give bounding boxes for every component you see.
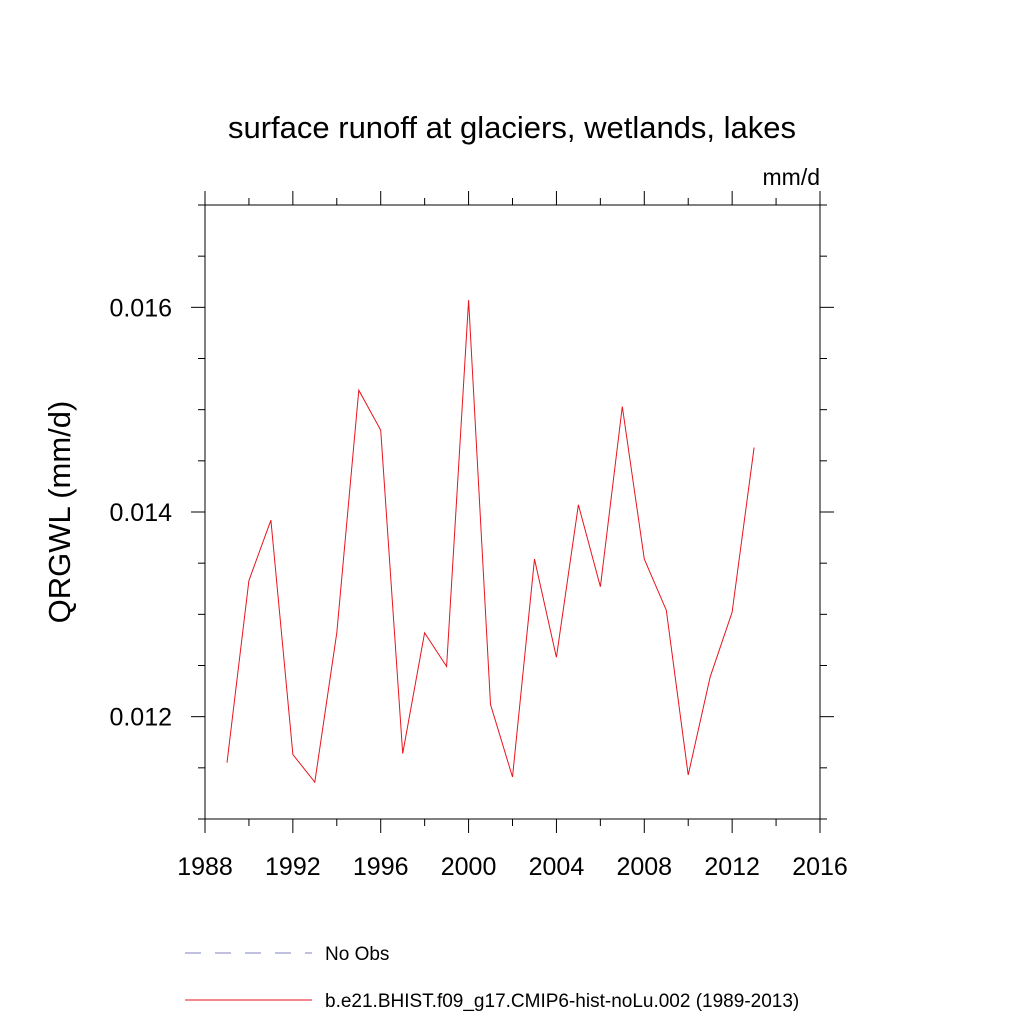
legend-label: No Obs	[325, 944, 389, 965]
x-tick-label: 2000	[441, 853, 497, 881]
x-tick-label: 1992	[265, 853, 321, 881]
units-label: mm/d	[763, 164, 821, 190]
y-tick-label: 0.014	[109, 499, 172, 527]
y-axis-label: QRGWL (mm/d)	[42, 401, 77, 624]
axis-ticks	[191, 191, 834, 833]
x-tick-label: 2004	[529, 853, 585, 881]
plot-frame	[204, 204, 821, 820]
x-tick-label: 1996	[353, 853, 409, 881]
x-tick-label: 1988	[177, 853, 233, 881]
legend-label: b.e21.BHIST.f09_g17.CMIP6-hist-noLu.002 …	[325, 991, 799, 1012]
legend: No Obs b.e21.BHIST.f09_g17.CMIP6-hist-noL…	[185, 944, 799, 1012]
x-tick-label: 2012	[704, 853, 760, 881]
tick-labels: 1988 1992 1996 2000 2004 2008 2012 2016 0.012 0.0…	[109, 294, 847, 881]
series-line	[226, 300, 755, 784]
series-lines	[226, 300, 755, 784]
y-tick-label: 0.012	[109, 704, 172, 732]
x-tick-label: 2008	[616, 853, 672, 881]
chart-title: surface runoff at glaciers, wetlands, la…	[228, 110, 796, 145]
x-tick-label: 2016	[792, 853, 848, 881]
y-tick-label: 0.016	[109, 294, 172, 322]
